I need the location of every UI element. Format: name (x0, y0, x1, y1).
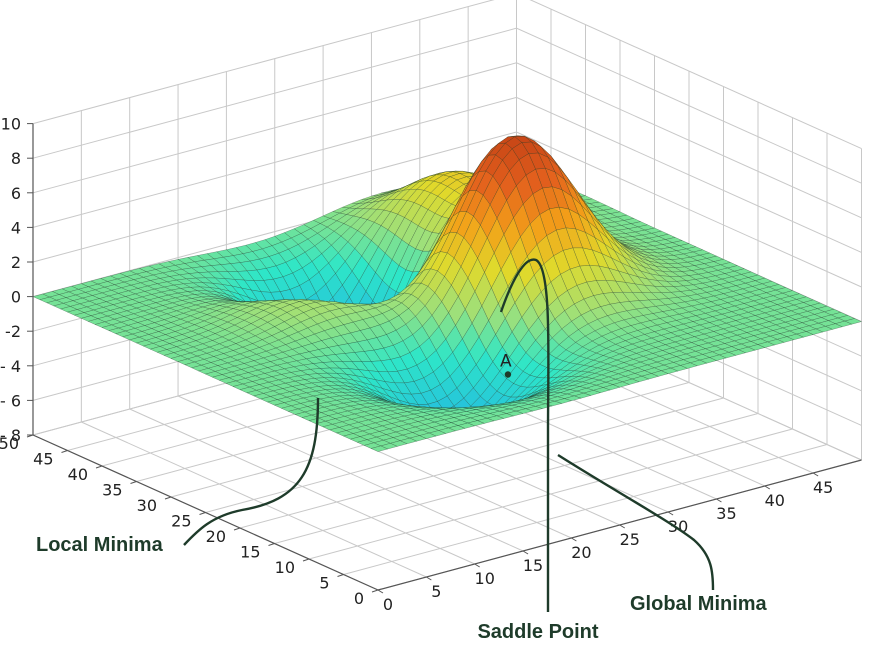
y-tick-mark (371, 589, 379, 593)
y-tick-mark (199, 512, 206, 515)
x-tick-label: 10 (475, 569, 495, 588)
surface-plot (32, 135, 863, 452)
x-tick-label: 15 (523, 556, 543, 575)
x-tick-mark (667, 511, 674, 516)
y-tick-label: 30 (137, 496, 157, 515)
y-tick-label: 40 (68, 465, 88, 484)
floor-grid-line (308, 428, 793, 560)
x-tick-mark (522, 550, 529, 555)
x-tick-label: 40 (765, 491, 785, 510)
x-tick-mark (571, 537, 577, 542)
y-tick-mark (302, 558, 310, 562)
floor-grid-line (205, 382, 690, 513)
point-a-label: A (500, 352, 512, 372)
saddle-point-label: Saddle Point (477, 621, 598, 643)
wall-grid-line (32, 131, 862, 288)
floor-grid-line (274, 413, 759, 544)
saddle-point-leader (499, 258, 550, 612)
x-tick-mark (716, 498, 722, 503)
x-tick-label: 45 (813, 478, 833, 497)
x-tick-label: 0 (383, 595, 393, 614)
surface-patch (370, 445, 389, 452)
z-tick-label: 0 (11, 288, 21, 307)
y-tick-label: 25 (171, 512, 191, 531)
wall-grid-line (32, 0, 862, 150)
floor-grid-line (343, 444, 828, 575)
floor-grid-line (239, 397, 724, 529)
x-tick-label: 35 (716, 504, 736, 523)
x-tick-mark (619, 524, 626, 529)
z-tick-label: 4 (11, 218, 21, 237)
y-tick-mark (233, 527, 241, 531)
y-tick-mark (61, 450, 68, 453)
z-tick-label: - 6 (0, 391, 21, 410)
x-tick-label: 5 (431, 582, 441, 601)
y-tick-mark (268, 543, 275, 546)
y-tick-mark (95, 465, 103, 469)
y-tick-mark (337, 574, 344, 577)
tick-labels: 0510152025303540450510152025303540455010… (0, 115, 833, 614)
x-tick-mark (426, 576, 432, 581)
wall-grid-line (32, 62, 862, 219)
z-tick-label: - 4 (0, 357, 21, 376)
y-tick-label: 10 (275, 558, 295, 577)
z-tick-label: -2 (5, 322, 21, 341)
z-tick-label: 2 (11, 253, 21, 272)
y-tick-label: 0 (354, 589, 364, 608)
z-tick-label: 8 (11, 149, 21, 168)
y-tick-label: 35 (102, 481, 122, 500)
x-tick-mark (812, 472, 819, 477)
y-tick-label: 50 (0, 434, 19, 453)
wall-grid-line (32, 27, 862, 184)
y-tick-label: 45 (33, 450, 53, 469)
y-tick-label: 5 (319, 574, 329, 593)
z-tick-label: - 8 (0, 426, 21, 445)
x-tick-mark (474, 563, 480, 568)
y-tick-label: 20 (206, 527, 226, 546)
annotations: A Local Minima Saddle Point Global Minima (36, 258, 768, 643)
wall-grid-line (32, 96, 862, 253)
global-minima-label: Global Minima (630, 593, 768, 615)
y-tick-label: 15 (240, 543, 260, 562)
z-tick-label: 6 (11, 184, 21, 203)
local-minima-label: Local Minima (36, 534, 164, 556)
x-tick-mark (377, 589, 384, 594)
x-tick-label: 20 (571, 543, 591, 562)
z-tick-label: 10 (1, 115, 21, 134)
x-tick-mark (764, 485, 771, 490)
point-a-marker (504, 371, 512, 378)
x-tick-label: 25 (620, 530, 640, 549)
y-tick-mark (130, 481, 137, 484)
y-tick-mark (164, 496, 172, 500)
global-minima-leader (557, 453, 715, 591)
local-minima-leader (183, 397, 320, 546)
